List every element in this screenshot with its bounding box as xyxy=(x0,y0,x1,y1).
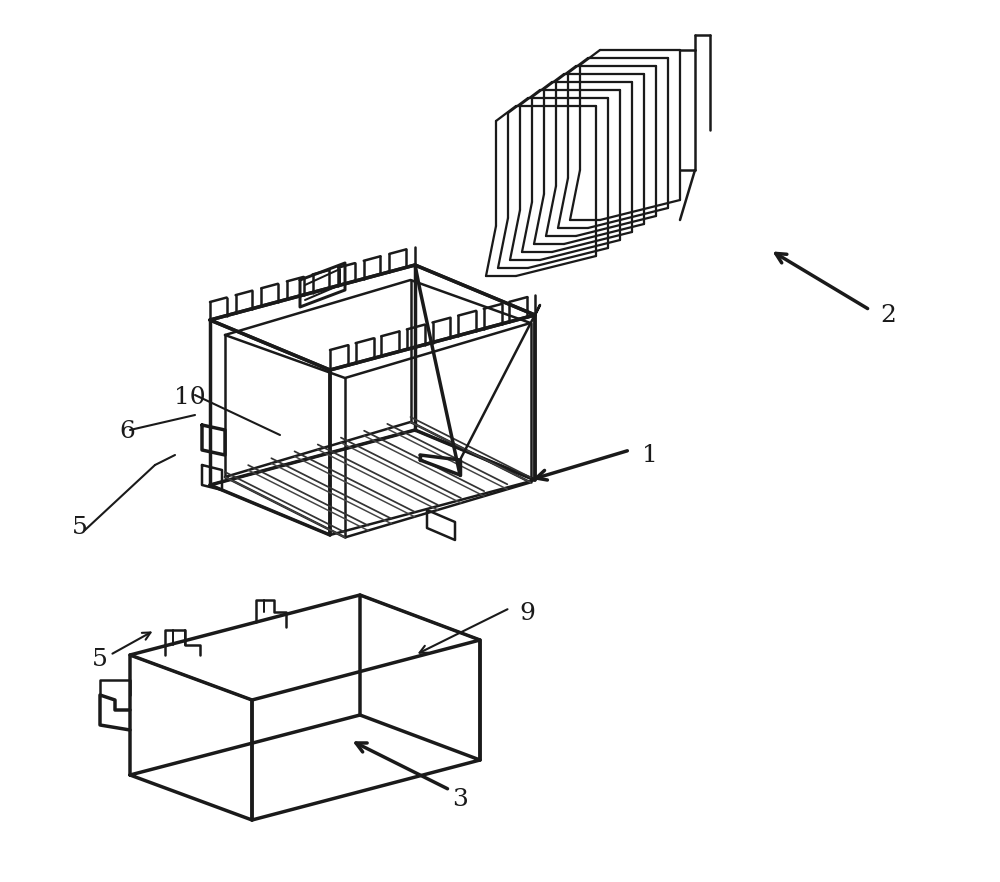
Text: 2: 2 xyxy=(880,303,896,326)
Text: 5: 5 xyxy=(92,648,108,671)
Text: 1: 1 xyxy=(642,444,658,467)
Text: 9: 9 xyxy=(519,602,535,624)
Text: 6: 6 xyxy=(119,421,135,444)
Text: 10: 10 xyxy=(174,386,206,409)
Text: 3: 3 xyxy=(452,789,468,811)
Text: 5: 5 xyxy=(72,517,88,540)
